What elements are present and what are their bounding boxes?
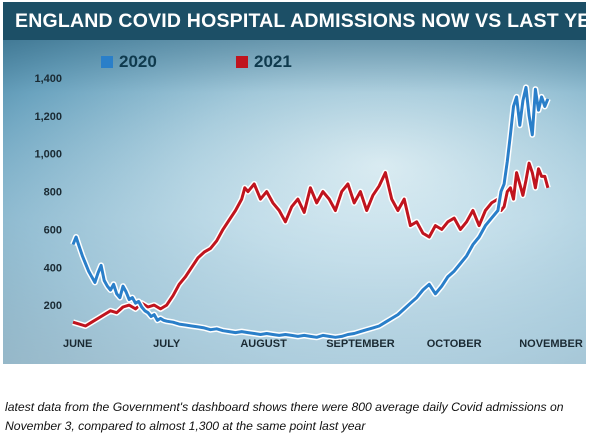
legend-label-2021: 2021	[254, 52, 292, 71]
y-tick-label: 200	[44, 300, 62, 312]
x-tick-label: OCTOBER	[427, 338, 482, 350]
legend-swatch-2020	[101, 56, 113, 68]
legend-label-2020: 2020	[119, 52, 157, 71]
y-tick-label: 1,400	[34, 73, 62, 85]
line-chart: 200 400 600 800 1,000 1,200 1,400 JUNE JULY AUGUS…	[34, 73, 583, 350]
series-line-2020	[71, 85, 550, 339]
y-tick-label: 800	[44, 187, 62, 199]
legend-swatch-2021	[236, 56, 248, 68]
x-tick-label: NOVEMBER	[519, 338, 583, 350]
legend-item-2021: 2021	[236, 52, 292, 72]
x-tick-label: AUGUST	[240, 338, 287, 350]
chart-title: ENGLAND COVID HOSPITAL ADMISSIONS NOW VS…	[15, 10, 586, 32]
x-tick-label: SEPTEMBER	[326, 338, 395, 350]
y-tick-label: 400	[44, 262, 62, 274]
x-tick-label: JULY	[153, 338, 181, 350]
y-tick-label: 1,000	[34, 149, 62, 161]
caption-text: latest data from the Government's dashbo…	[5, 400, 564, 433]
legend-item-2020: 2020	[101, 52, 157, 72]
chart-figure: ENGLAND COVID HOSPITAL ADMISSIONS NOW VS…	[3, 2, 586, 364]
title-bar: ENGLAND COVID HOSPITAL ADMISSIONS NOW VS…	[3, 2, 586, 40]
series-line-2021	[72, 161, 550, 328]
y-tick-label: 1,200	[34, 111, 62, 123]
x-tick-label: JUNE	[63, 338, 92, 350]
y-tick-label: 600	[44, 224, 62, 236]
